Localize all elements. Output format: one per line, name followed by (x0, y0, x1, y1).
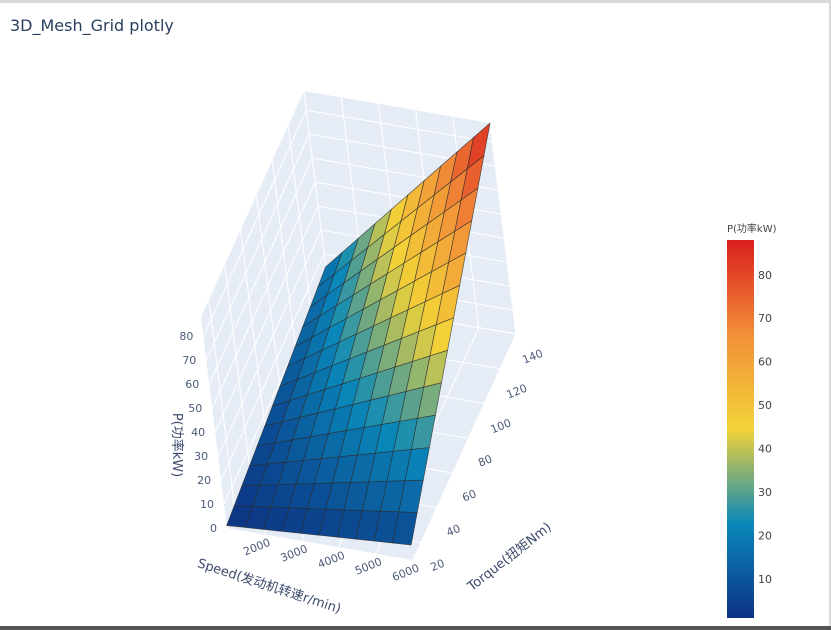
y-axis-label: Torque(扭矩Nm) (464, 520, 554, 595)
window-top-border (0, 0, 831, 3)
window-right-border (829, 0, 831, 630)
z-tick-label: 20 (197, 474, 211, 487)
z-tick-label: 60 (185, 378, 199, 391)
z-tick-label: 10 (200, 498, 214, 511)
z-tick-label: 80 (179, 330, 193, 343)
colorbar-tick-label: 60 (758, 356, 772, 369)
y-tick-label: 140 (521, 347, 545, 367)
z-tick-label: 40 (191, 426, 205, 439)
colorbar-tick-label: 10 (758, 573, 772, 586)
surface-cell (466, 122, 491, 170)
gridline (208, 157, 313, 385)
gridline (202, 109, 307, 337)
gridline (412, 333, 517, 561)
colorbar-title: P(功率kW) (727, 222, 777, 235)
x-tick-label: 6000 (390, 561, 421, 584)
x-tick-label: 2000 (241, 536, 272, 559)
x-tick-label: 3000 (279, 542, 310, 565)
y-tick-label: 120 (505, 382, 529, 402)
y-tick-label: 100 (489, 416, 513, 436)
z-tick-label: 30 (194, 450, 208, 463)
z-tick-label: 70 (182, 354, 196, 367)
colorbar-ticks: 10 20 30 40 50 60 70 80 (758, 269, 772, 586)
gridline (271, 160, 299, 372)
colorbar-tick-label: 70 (758, 312, 772, 325)
y-tick-label: 40 (445, 522, 463, 539)
gridline (205, 133, 310, 361)
x-tick-label: 4000 (316, 549, 347, 572)
gridline (217, 229, 322, 457)
colorbar-tick-label: 50 (758, 399, 772, 412)
y-tick-label: 80 (476, 452, 494, 469)
gridline (489, 122, 517, 335)
z-tick-label: 50 (188, 402, 202, 415)
z-tick-label: 0 (210, 522, 217, 535)
gridline (287, 125, 315, 337)
colorbar-tick-label: 20 (758, 529, 772, 542)
z-axis-label: P(功率kW) (169, 413, 185, 477)
gridline (224, 264, 252, 476)
gridline (211, 181, 316, 409)
surface-mesh (226, 122, 491, 546)
x-tick-label: 5000 (353, 555, 384, 578)
window-bottom-border (0, 626, 831, 630)
gridline (214, 205, 319, 433)
y-tick-label: 60 (460, 487, 478, 504)
colorbar-tick-label: 80 (758, 269, 772, 282)
gridline (208, 299, 236, 511)
chart-title: 3D_Mesh_Grid plotly (10, 16, 174, 35)
gridline (240, 230, 268, 442)
gridline (255, 195, 283, 407)
y-tick-label: 20 (429, 557, 447, 574)
gridline (306, 109, 493, 143)
colorbar-tick-label: 40 (758, 443, 772, 456)
colorbar-tick-label: 30 (758, 486, 772, 499)
colorbar (727, 240, 754, 618)
gridline (220, 253, 325, 481)
